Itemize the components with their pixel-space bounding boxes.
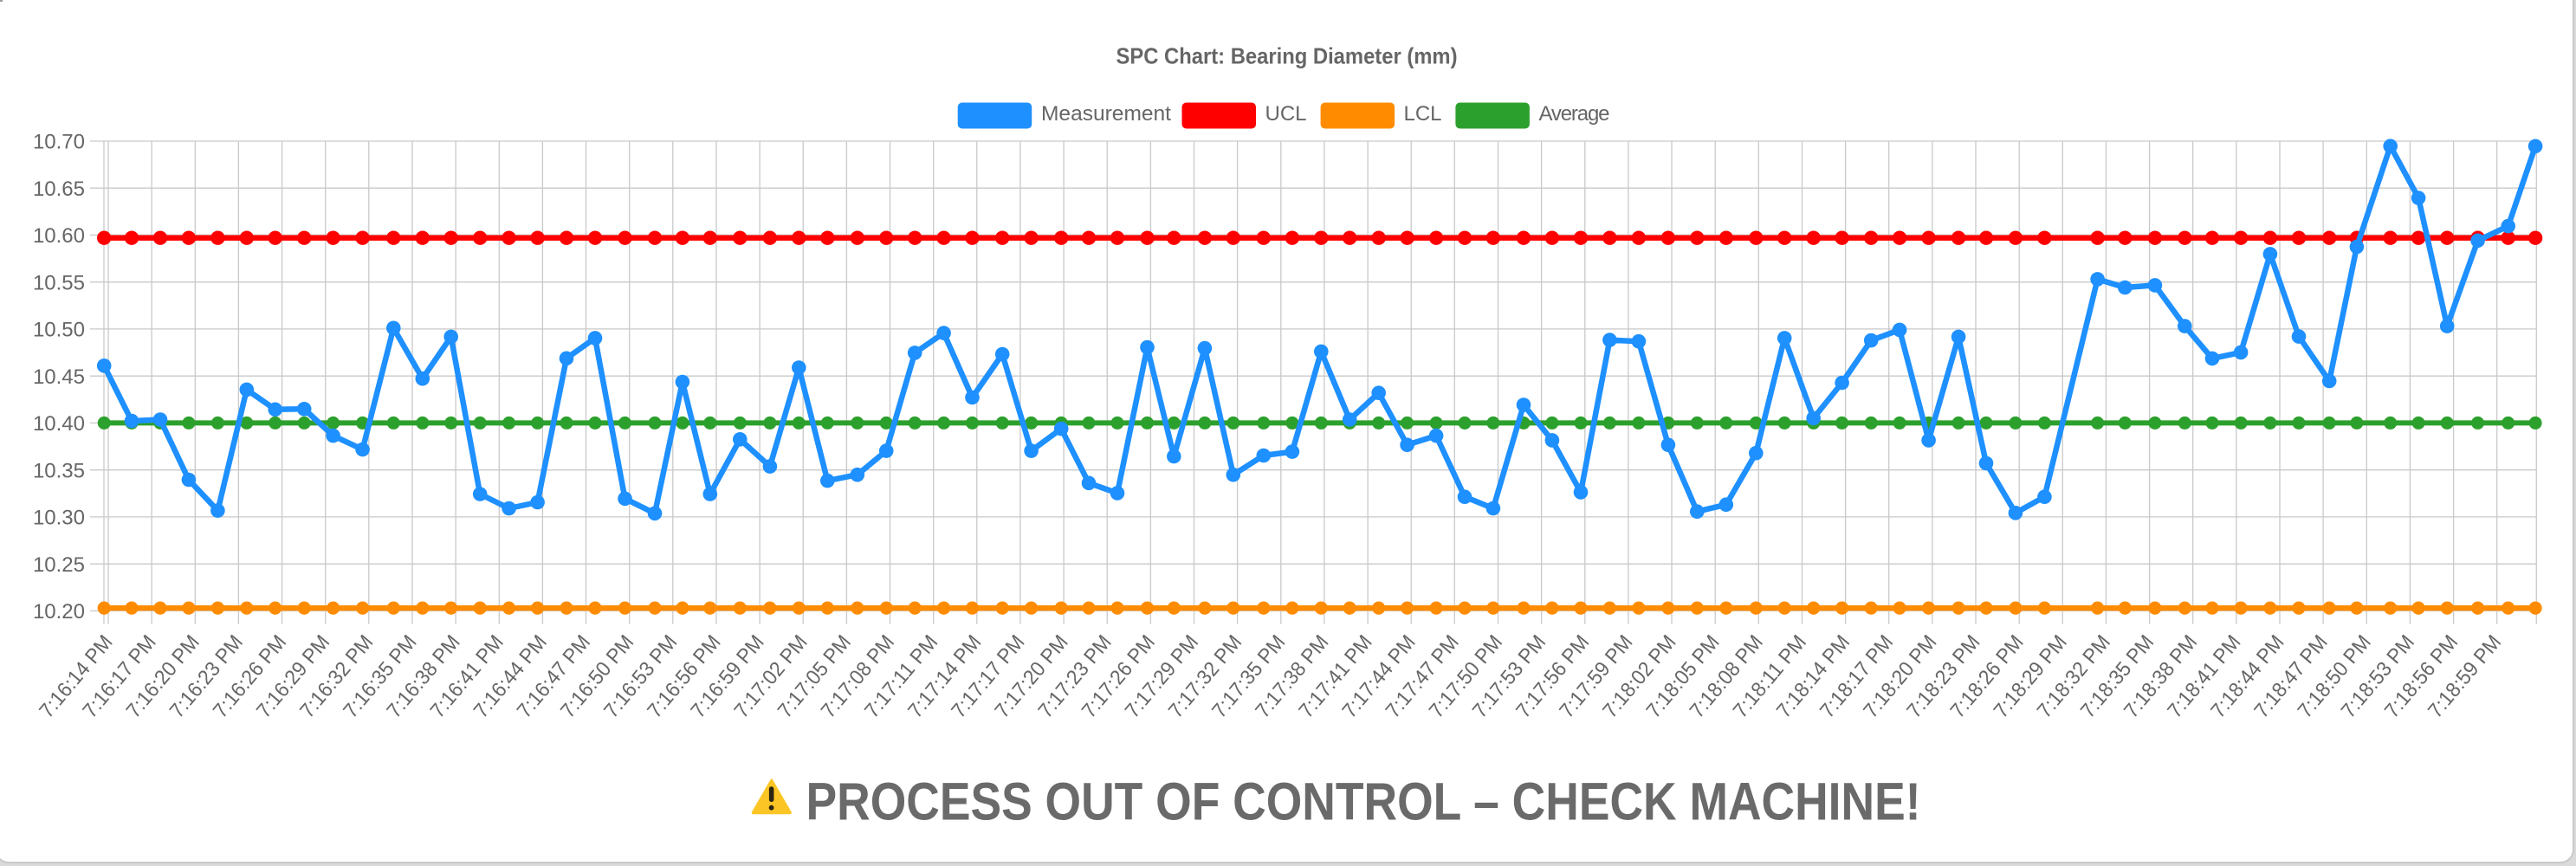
svg-text:SPC Chart: Bearing Diameter (m: SPC Chart: Bearing Diameter (mm) xyxy=(1116,43,1458,69)
svg-text:10.25: 10.25 xyxy=(33,553,85,577)
svg-text:10.70: 10.70 xyxy=(33,131,85,154)
svg-text:Average: Average xyxy=(1539,102,1610,126)
svg-text:10.30: 10.30 xyxy=(33,507,85,530)
svg-text:10.35: 10.35 xyxy=(33,459,85,482)
svg-text:Measurement: Measurement xyxy=(1041,102,1171,126)
svg-text:10.60: 10.60 xyxy=(33,224,85,248)
svg-text:10.40: 10.40 xyxy=(33,412,85,436)
svg-text:10.65: 10.65 xyxy=(33,178,85,201)
svg-text:10.20: 10.20 xyxy=(33,600,85,624)
svg-text:10.55: 10.55 xyxy=(33,271,85,294)
svg-text:LCL: LCL xyxy=(1404,102,1442,126)
svg-text:10.50: 10.50 xyxy=(33,319,85,342)
svg-text:UCL: UCL xyxy=(1265,102,1307,126)
svg-text:PROCESS OUT OF CONTROL – CHECK: PROCESS OUT OF CONTROL – CHECK MACHINE! xyxy=(806,772,1921,831)
svg-text:10.45: 10.45 xyxy=(33,365,85,389)
